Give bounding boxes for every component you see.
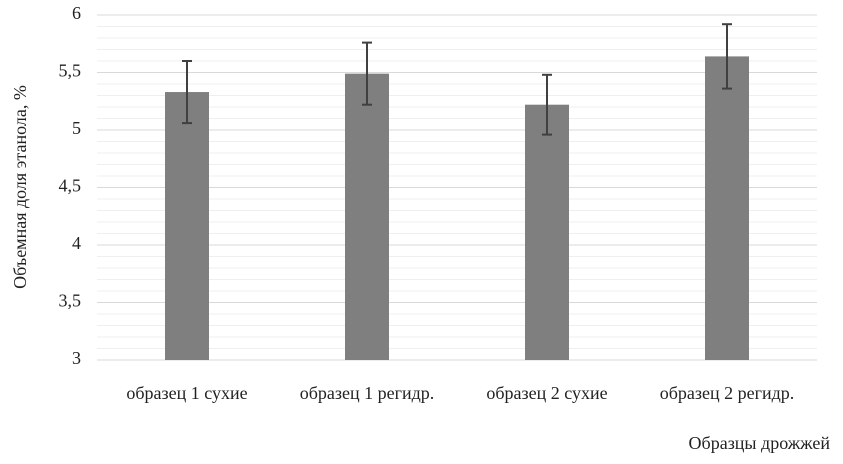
x-axis-label: Образцы дрожжей	[689, 433, 831, 453]
y-tick-label: 4,5	[59, 176, 82, 196]
bar	[345, 73, 389, 361]
x-tick-label: образец 1 регидр.	[300, 383, 435, 403]
y-tick-label: 4	[72, 233, 81, 253]
y-tick-label: 3	[72, 348, 81, 368]
bar	[705, 56, 749, 361]
y-tick-label: 6	[72, 3, 81, 23]
y-axis-label: Объемная доля этанола, %	[10, 85, 30, 289]
bar	[165, 92, 209, 361]
y-tick-label: 5,5	[59, 61, 82, 81]
y-tick-label: 5	[72, 118, 81, 138]
y-tick-label: 3,5	[59, 291, 82, 311]
x-tick-label: образец 1 сухие	[126, 383, 247, 403]
x-tick-label: образец 2 сухие	[486, 383, 607, 403]
bar	[525, 104, 569, 360]
x-tick-label: образец 2 регидр.	[660, 383, 795, 403]
